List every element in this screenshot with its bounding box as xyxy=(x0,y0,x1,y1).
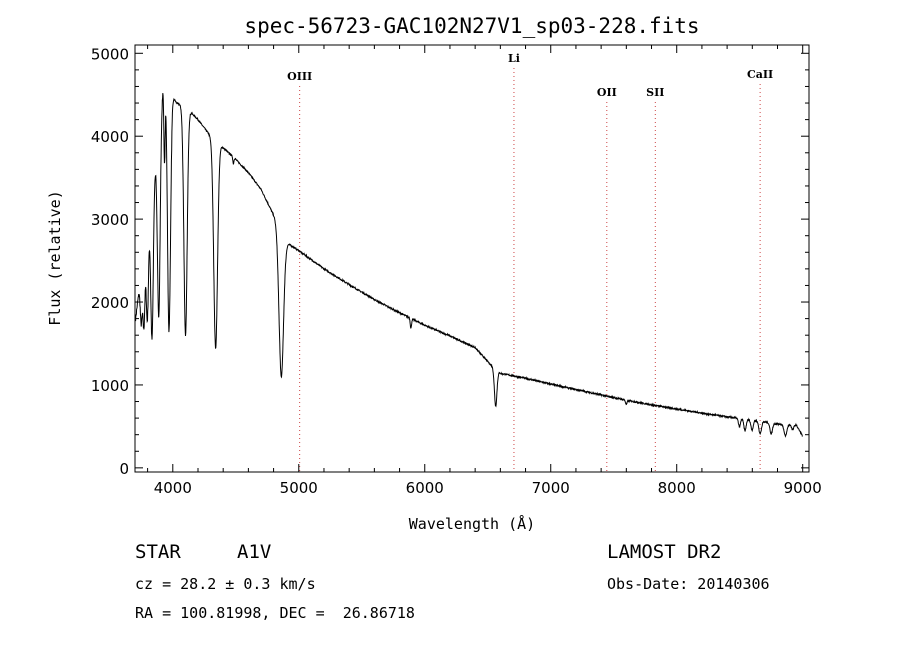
observation-date: Obs-Date: 20140306 xyxy=(607,575,770,593)
line-marker-label: Li xyxy=(508,52,520,65)
x-tick-label: 6000 xyxy=(406,479,444,497)
x-tick-label: 5000 xyxy=(280,479,318,497)
object-class: STAR xyxy=(135,541,181,563)
y-axis-label: Flux (relative) xyxy=(46,190,64,325)
redshift-cz: cz = 28.2 ± 0.3 km/s xyxy=(135,575,316,593)
y-tick-label: 2000 xyxy=(91,294,129,312)
axis-ticks: 4000 5000 6000 7000 8000 9000 0 1000 2000 3000 400… xyxy=(91,45,822,497)
line-marker-label: SII xyxy=(646,86,664,99)
line-marker-label: CaII xyxy=(747,68,773,81)
y-tick-label: 1000 xyxy=(91,377,129,395)
survey-name: LAMOST DR2 xyxy=(607,541,722,563)
x-tick-label: 7000 xyxy=(532,479,570,497)
x-tick-label: 9000 xyxy=(784,479,822,497)
line-marker-label: OII xyxy=(597,86,617,99)
chart-title: spec-56723-GAC102N27V1_sp03-228.fits xyxy=(244,14,699,38)
x-axis-label: Wavelength (Å) xyxy=(409,514,535,533)
spectral-subclass: A1V xyxy=(237,541,272,563)
x-tick-label: 8000 xyxy=(658,479,696,497)
coordinates: RA = 100.81998, DEC = 26.86718 xyxy=(135,604,415,622)
spectrum-line xyxy=(135,93,803,438)
plot-frame xyxy=(134,44,810,473)
line-markers: OIII Li OII SII CaII xyxy=(287,52,773,472)
y-tick-label: 5000 xyxy=(91,45,129,63)
y-tick-label: 0 xyxy=(119,460,129,478)
y-tick-label: 4000 xyxy=(91,128,129,146)
line-marker-label: OIII xyxy=(287,70,312,83)
x-tick-label: 4000 xyxy=(154,479,192,497)
y-tick-label: 3000 xyxy=(91,211,129,229)
